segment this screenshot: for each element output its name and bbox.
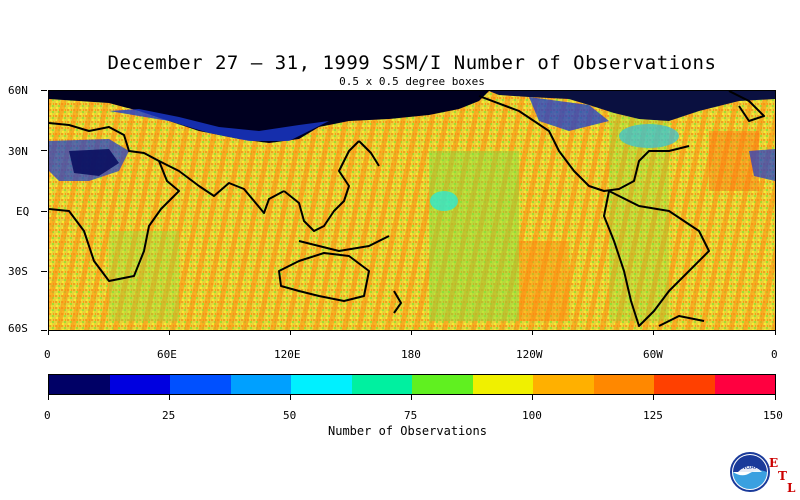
noaa-logo-text: NOAA	[741, 464, 759, 471]
lat-label-60n: 60N	[8, 84, 28, 97]
colorbar-segment	[351, 375, 412, 394]
colorbar-label-25: 25	[162, 409, 176, 422]
lat-tick	[41, 150, 47, 151]
colorbar-label-100: 100	[522, 409, 542, 422]
colorbar	[48, 374, 776, 395]
lon-label-60w: 60W	[643, 348, 663, 361]
colorbar-label-75: 75	[404, 409, 418, 422]
colorbar-tick	[48, 395, 49, 400]
colorbar-tick	[290, 395, 291, 400]
colorbar-segment	[291, 375, 352, 394]
colorbar-segment	[170, 375, 231, 394]
lat-tick	[41, 271, 47, 272]
lat-tick	[41, 211, 47, 212]
colorbar-tick	[653, 395, 654, 400]
colorbar-tick	[411, 395, 412, 400]
lon-tick	[775, 331, 776, 335]
lon-label-0-east: 0	[771, 348, 778, 361]
colorbar-label-125: 125	[643, 409, 663, 422]
colorbar-segment	[230, 375, 291, 394]
colorbar-tick	[532, 395, 533, 400]
lon-tick	[411, 331, 412, 335]
lat-label-30s: 30S	[8, 265, 28, 278]
colorbar-segment	[49, 375, 110, 394]
lat-label-30n: 30N	[8, 145, 28, 158]
lon-label-120w: 120W	[516, 348, 543, 361]
chart-subtitle: 0.5 x 0.5 degree boxes	[339, 75, 485, 88]
colorbar-segment	[109, 375, 170, 394]
chart-title: December 27 – 31, 1999 SSM/I Number of O…	[107, 52, 717, 74]
lon-tick	[169, 331, 170, 335]
etl-letter-e: E	[769, 456, 779, 470]
colorbar-segment	[714, 375, 775, 394]
noaa-logo: NOAA	[730, 452, 770, 492]
lon-tick	[290, 331, 291, 335]
lon-label-0: 0	[44, 348, 51, 361]
colorbar-segment	[472, 375, 533, 394]
observation-map	[48, 90, 776, 331]
etl-letter-l: L	[787, 481, 796, 495]
etl-letter-t: T	[778, 469, 787, 483]
lat-label-eq: EQ	[16, 205, 30, 218]
lon-label-60e: 60E	[157, 348, 177, 361]
lon-tick	[653, 331, 654, 335]
colorbar-segment	[654, 375, 715, 394]
lat-tick	[41, 90, 47, 91]
colorbar-tick	[775, 395, 776, 400]
observation-map-svg	[49, 91, 775, 330]
lon-tick	[48, 331, 49, 335]
colorbar-segment	[593, 375, 654, 394]
lon-tick	[532, 331, 533, 335]
colorbar-segment	[533, 375, 594, 394]
lon-label-120e: 120E	[274, 348, 301, 361]
colorbar-label-150: 150	[763, 409, 783, 422]
colorbar-label-50: 50	[283, 409, 297, 422]
lon-label-180: 180	[401, 348, 421, 361]
colorbar-segment	[412, 375, 473, 394]
lat-tick	[41, 330, 47, 331]
colorbar-title: Number of Observations	[328, 424, 487, 438]
colorbar-label-0: 0	[44, 409, 51, 422]
colorbar-tick	[169, 395, 170, 400]
lat-label-60s: 60S	[8, 322, 28, 335]
